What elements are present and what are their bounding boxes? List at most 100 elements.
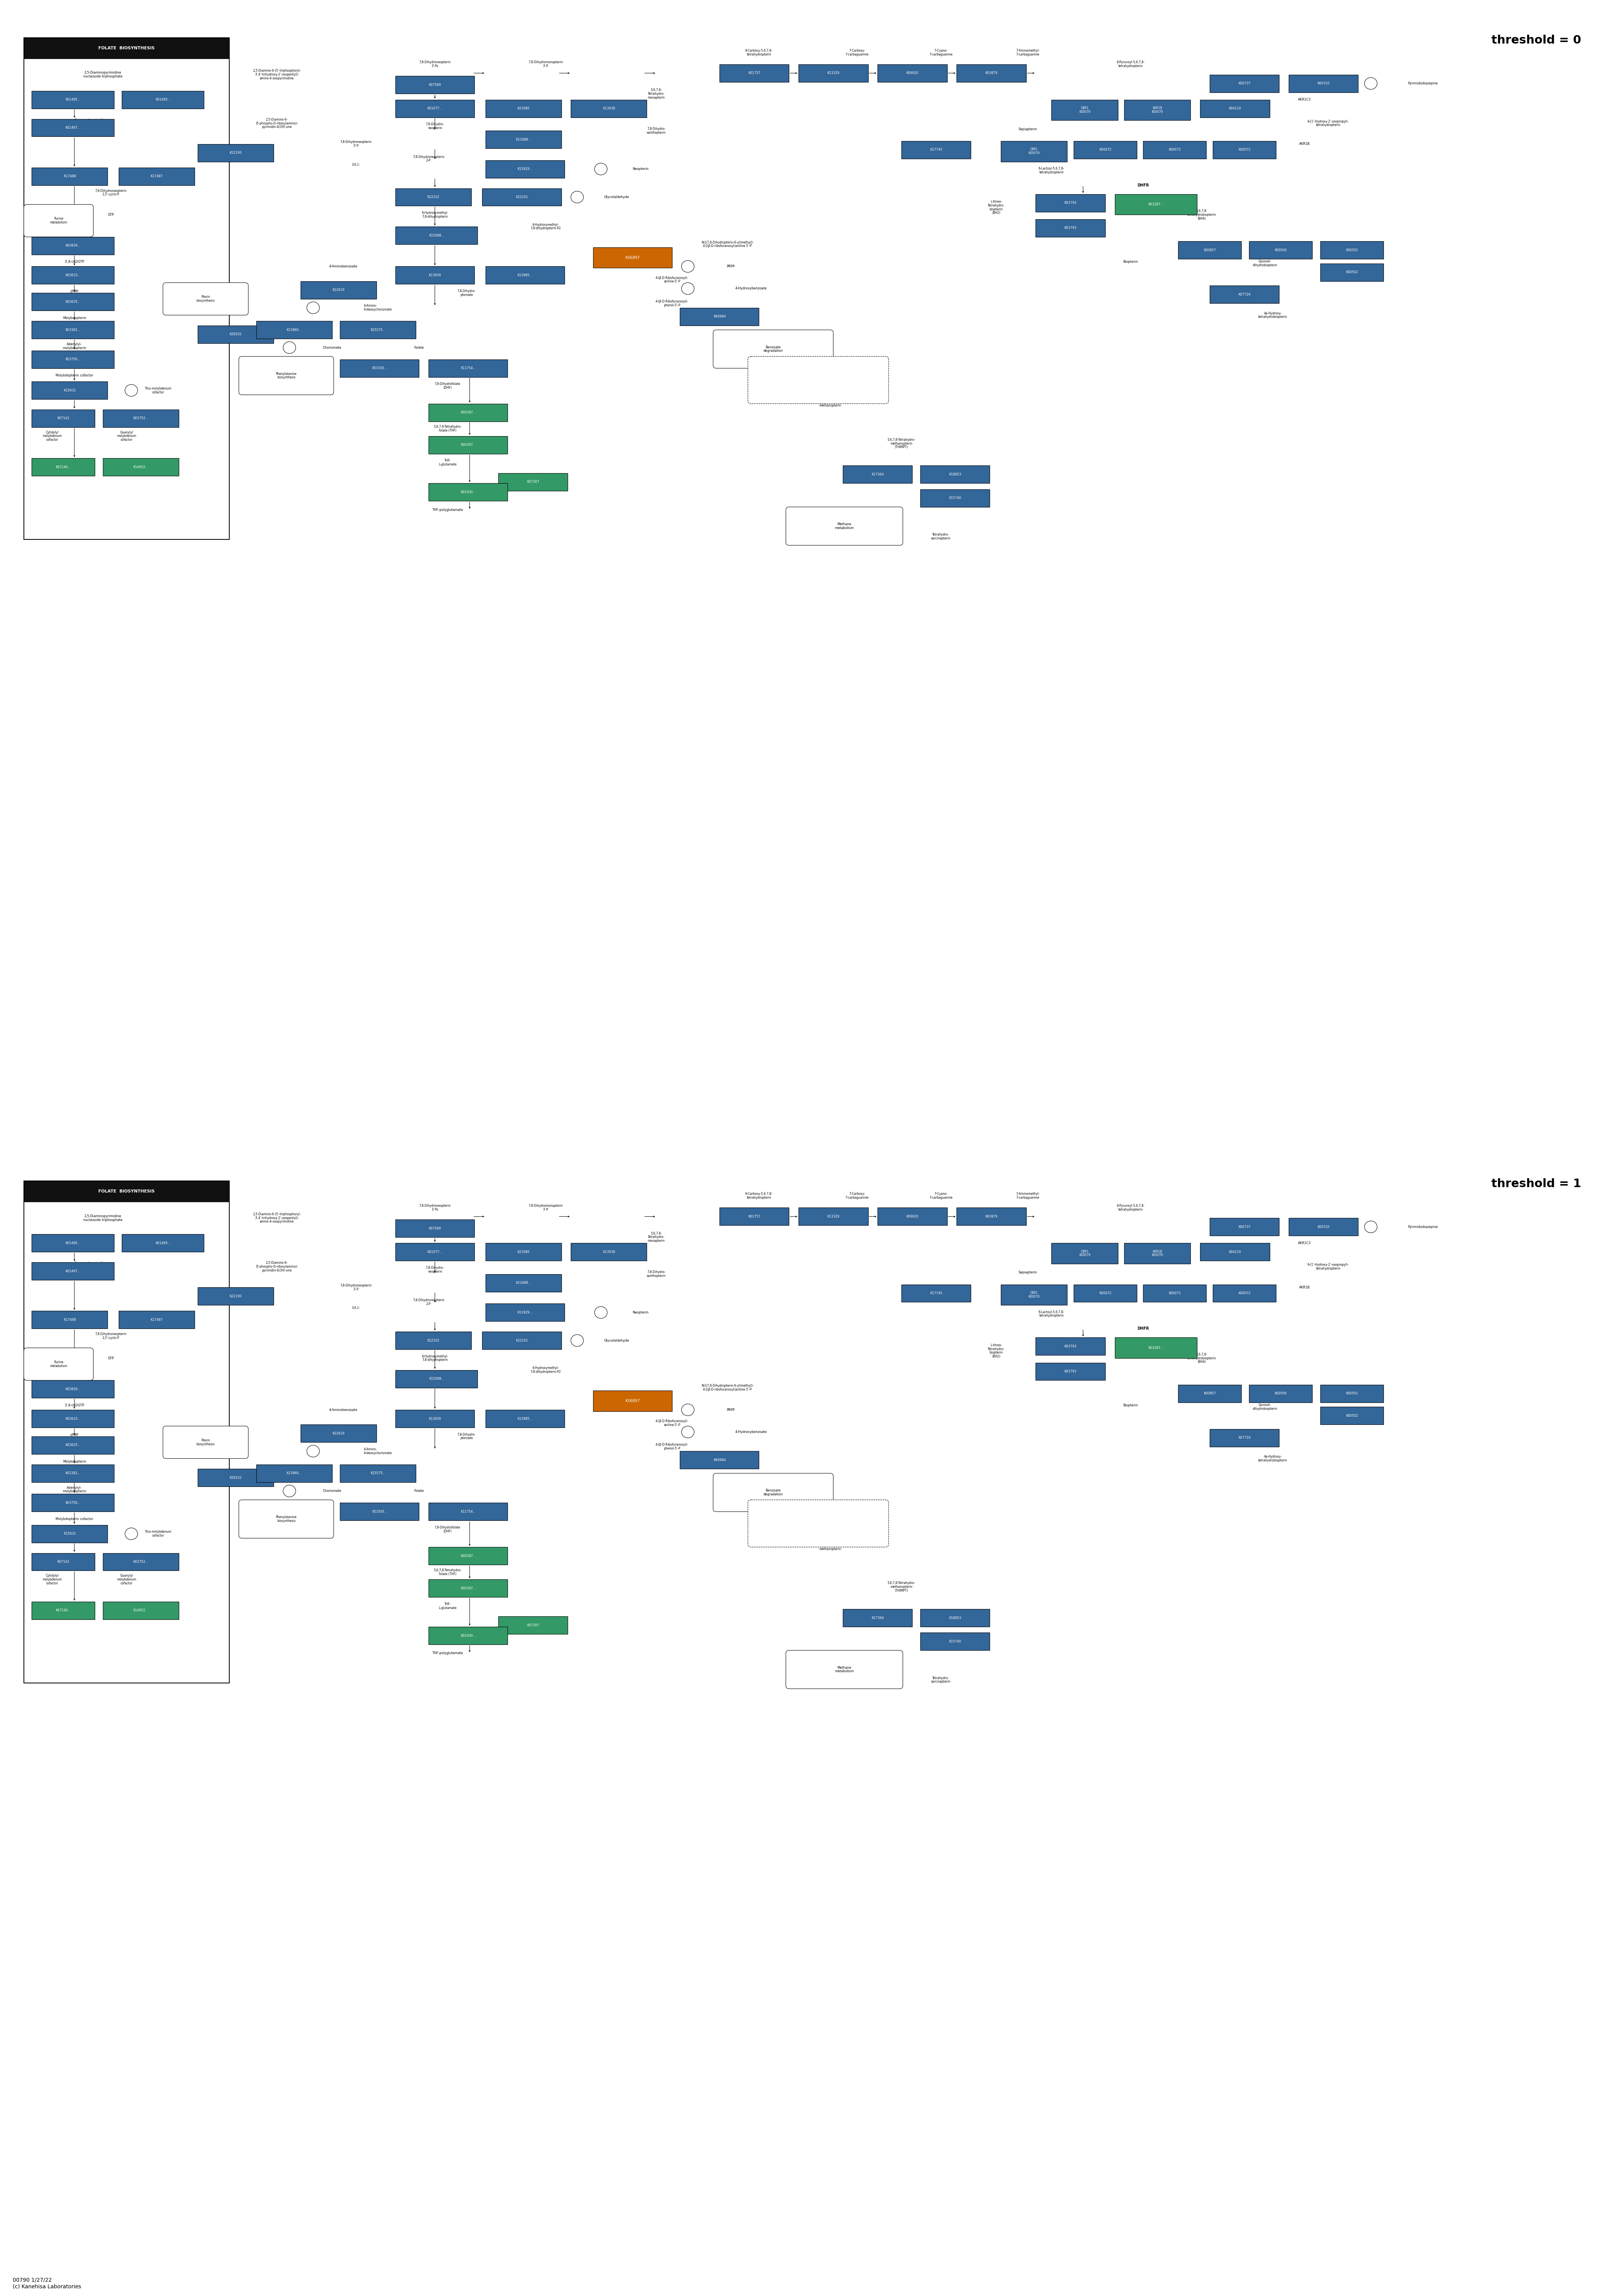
FancyBboxPatch shape	[714, 1474, 834, 1511]
Bar	[396, 1371, 478, 1387]
Text: K22619: K22619	[332, 1433, 345, 1435]
Text: K04119: K04119	[1228, 1251, 1241, 1254]
Text: 5,6,7,8-Tetrahydro-
methanopterin
(THIMPT): 5,6,7,8-Tetrahydro- methanopterin (THIMP…	[888, 1582, 915, 1593]
Text: K00501: K00501	[1346, 1391, 1357, 1396]
Text: K04119: K04119	[1228, 108, 1241, 110]
Text: CBR1
K00079: CBR1 K00079	[1080, 1249, 1091, 1256]
Text: Methane
metabolism: Methane metabolism	[835, 523, 854, 530]
Text: 7-Aminomethyl-
7-carbaguanine: 7-Aminomethyl- 7-carbaguanine	[1016, 1192, 1040, 1199]
Text: Adenylyl-
molybdopterin: Adenylyl- molybdopterin	[62, 1486, 86, 1492]
Text: K22102: K22102	[426, 195, 439, 200]
Bar	[1035, 218, 1105, 236]
Bar	[570, 1242, 647, 1261]
Text: K17364: K17364	[872, 1616, 883, 1619]
Text: 7,8-Dihydroneopterin
2-P: 7,8-Dihydroneopterin 2-P	[412, 156, 444, 163]
Bar	[396, 1410, 474, 1428]
Bar	[1209, 285, 1279, 303]
Text: Molybdopterin cofactor: Molybdopterin cofactor	[56, 374, 93, 377]
Bar	[428, 404, 508, 422]
Bar	[957, 1208, 1027, 1226]
Text: K03750...: K03750...	[65, 1502, 80, 1504]
Bar	[1073, 1283, 1137, 1302]
Text: K06920: K06920	[905, 71, 918, 76]
Text: K07140...: K07140...	[56, 1609, 70, 1612]
Text: Phenylalanine
biosynthesis: Phenylalanine biosynthesis	[276, 1515, 297, 1522]
Text: K51930...: K51930...	[372, 367, 386, 370]
Text: Pterin
biosynthesis: Pterin biosynthesis	[196, 1440, 216, 1446]
FancyBboxPatch shape	[163, 282, 248, 315]
FancyBboxPatch shape	[786, 1651, 902, 1690]
Text: K18853: K18853	[949, 473, 961, 475]
Text: K01495...: K01495...	[155, 1242, 171, 1244]
Text: 4-Hydroxybenzoate: 4-Hydroxybenzoate	[735, 287, 767, 289]
Bar	[428, 360, 508, 377]
Text: Molybdopterin cofactor: Molybdopterin cofactor	[56, 1518, 93, 1520]
Text: 7-Carboxy-
7-carbaguanine: 7-Carboxy- 7-carbaguanine	[845, 48, 869, 55]
Text: K00072: K00072	[1238, 149, 1250, 152]
Bar	[1199, 99, 1270, 117]
Bar	[1073, 140, 1137, 158]
Text: K25575...: K25575...	[371, 328, 385, 331]
Text: K07307: K07307	[527, 480, 540, 484]
Bar	[482, 1332, 561, 1350]
Text: CBR1
K00079: CBR1 K00079	[1028, 147, 1040, 154]
Text: Thio-molybdenum
cofactor: Thio-molybdenum cofactor	[145, 386, 171, 395]
FancyBboxPatch shape	[786, 507, 902, 546]
Bar	[396, 227, 478, 243]
Text: 7,8-Dihydroneopterin
3'-Ps: 7,8-Dihydroneopterin 3'-Ps	[418, 1203, 450, 1212]
Bar	[102, 1552, 179, 1570]
Text: 2,5-Diamino-6-
(5-phospho-D-ribosylamino)-
pyrimidin-4(3H)-one: 2,5-Diamino-6- (5-phospho-D-ribosylamino…	[256, 117, 299, 129]
Bar	[498, 473, 567, 491]
Bar	[1209, 1428, 1279, 1446]
Bar	[428, 484, 508, 501]
Text: K00500: K00500	[1274, 248, 1287, 253]
Text: Purine
metabolism: Purine metabolism	[50, 218, 67, 225]
Text: CBR1
K00079: CBR1 K00079	[1080, 106, 1091, 113]
Bar	[32, 1311, 107, 1329]
Text: K03287...: K03287...	[1148, 1345, 1164, 1350]
Text: 7,8-Dihydro-
pteroate: 7,8-Dihydro- pteroate	[457, 289, 476, 296]
Text: 2,5-Diaminopyrimidine
nucleoside triphosphate: 2,5-Diaminopyrimidine nucleoside triphos…	[83, 1215, 123, 1221]
Bar	[1115, 1339, 1196, 1359]
Bar	[1035, 195, 1105, 211]
Text: K01077...: K01077...	[426, 1251, 442, 1254]
Text: One carbon pool
by folate: One carbon pool by folate	[803, 1520, 830, 1527]
Text: 7,8-Dihydro-
neopterin: 7,8-Dihydro- neopterin	[426, 1265, 444, 1274]
FancyBboxPatch shape	[163, 1426, 248, 1458]
Bar	[256, 321, 332, 340]
Bar	[32, 1437, 113, 1453]
Text: K03752...: K03752...	[133, 1559, 149, 1564]
Text: 4-Amino-
4-deoxychorismate: 4-Amino- 4-deoxychorismate	[364, 303, 391, 312]
Text: 7,8-Dihydro-
neopterin: 7,8-Dihydro- neopterin	[426, 122, 444, 131]
Text: K03635...: K03635...	[65, 1444, 80, 1446]
Text: K17487: K17487	[150, 174, 163, 179]
Bar	[340, 1465, 415, 1483]
Bar	[24, 1180, 230, 1683]
Text: K00501: K00501	[1346, 248, 1357, 253]
Bar	[32, 1380, 113, 1398]
Text: K03381...: K03381...	[65, 1472, 80, 1474]
Text: K17488: K17488	[64, 174, 75, 179]
Text: Guanylyl
molybdenum
cofactor: Guanylyl molybdenum cofactor	[117, 1575, 136, 1584]
Text: K00310: K00310	[1318, 83, 1330, 85]
Bar	[1143, 140, 1206, 158]
Text: K22100: K22100	[230, 1295, 241, 1297]
Text: One carbon pool
by folate: One carbon pool by folate	[803, 377, 830, 383]
Text: K21688...: K21688...	[516, 138, 532, 142]
Text: PRPP: PRPP	[727, 1407, 735, 1412]
Text: 7,8-Dihydroneopterin
2-P: 7,8-Dihydroneopterin 2-P	[412, 1300, 444, 1306]
Bar	[32, 381, 107, 400]
Text: K01930...: K01930...	[460, 1635, 476, 1637]
FancyBboxPatch shape	[747, 356, 888, 404]
Text: K17487: K17487	[150, 1318, 163, 1322]
Text: 4-(β-D-Ribofuranosyl)-
phenol-5'-P: 4-(β-D-Ribofuranosyl)- phenol-5'-P	[655, 301, 688, 308]
Bar	[485, 1304, 564, 1320]
Text: 6-Lactoyl-5,6,7,8-
tetrahydropterin: 6-Lactoyl-5,6,7,8- tetrahydropterin	[1038, 168, 1065, 174]
Text: K07724: K07724	[1238, 1435, 1250, 1440]
Bar	[428, 1580, 508, 1598]
Text: K22101: K22101	[516, 1339, 529, 1343]
Text: GTP: GTP	[107, 1357, 113, 1359]
Text: 6-Hydroxymethyl-
7,8-dihydropterin: 6-Hydroxymethyl- 7,8-dihydropterin	[422, 1355, 449, 1362]
Text: K00287...: K00287...	[460, 1554, 476, 1557]
Text: Folate: Folate	[414, 1490, 425, 1492]
